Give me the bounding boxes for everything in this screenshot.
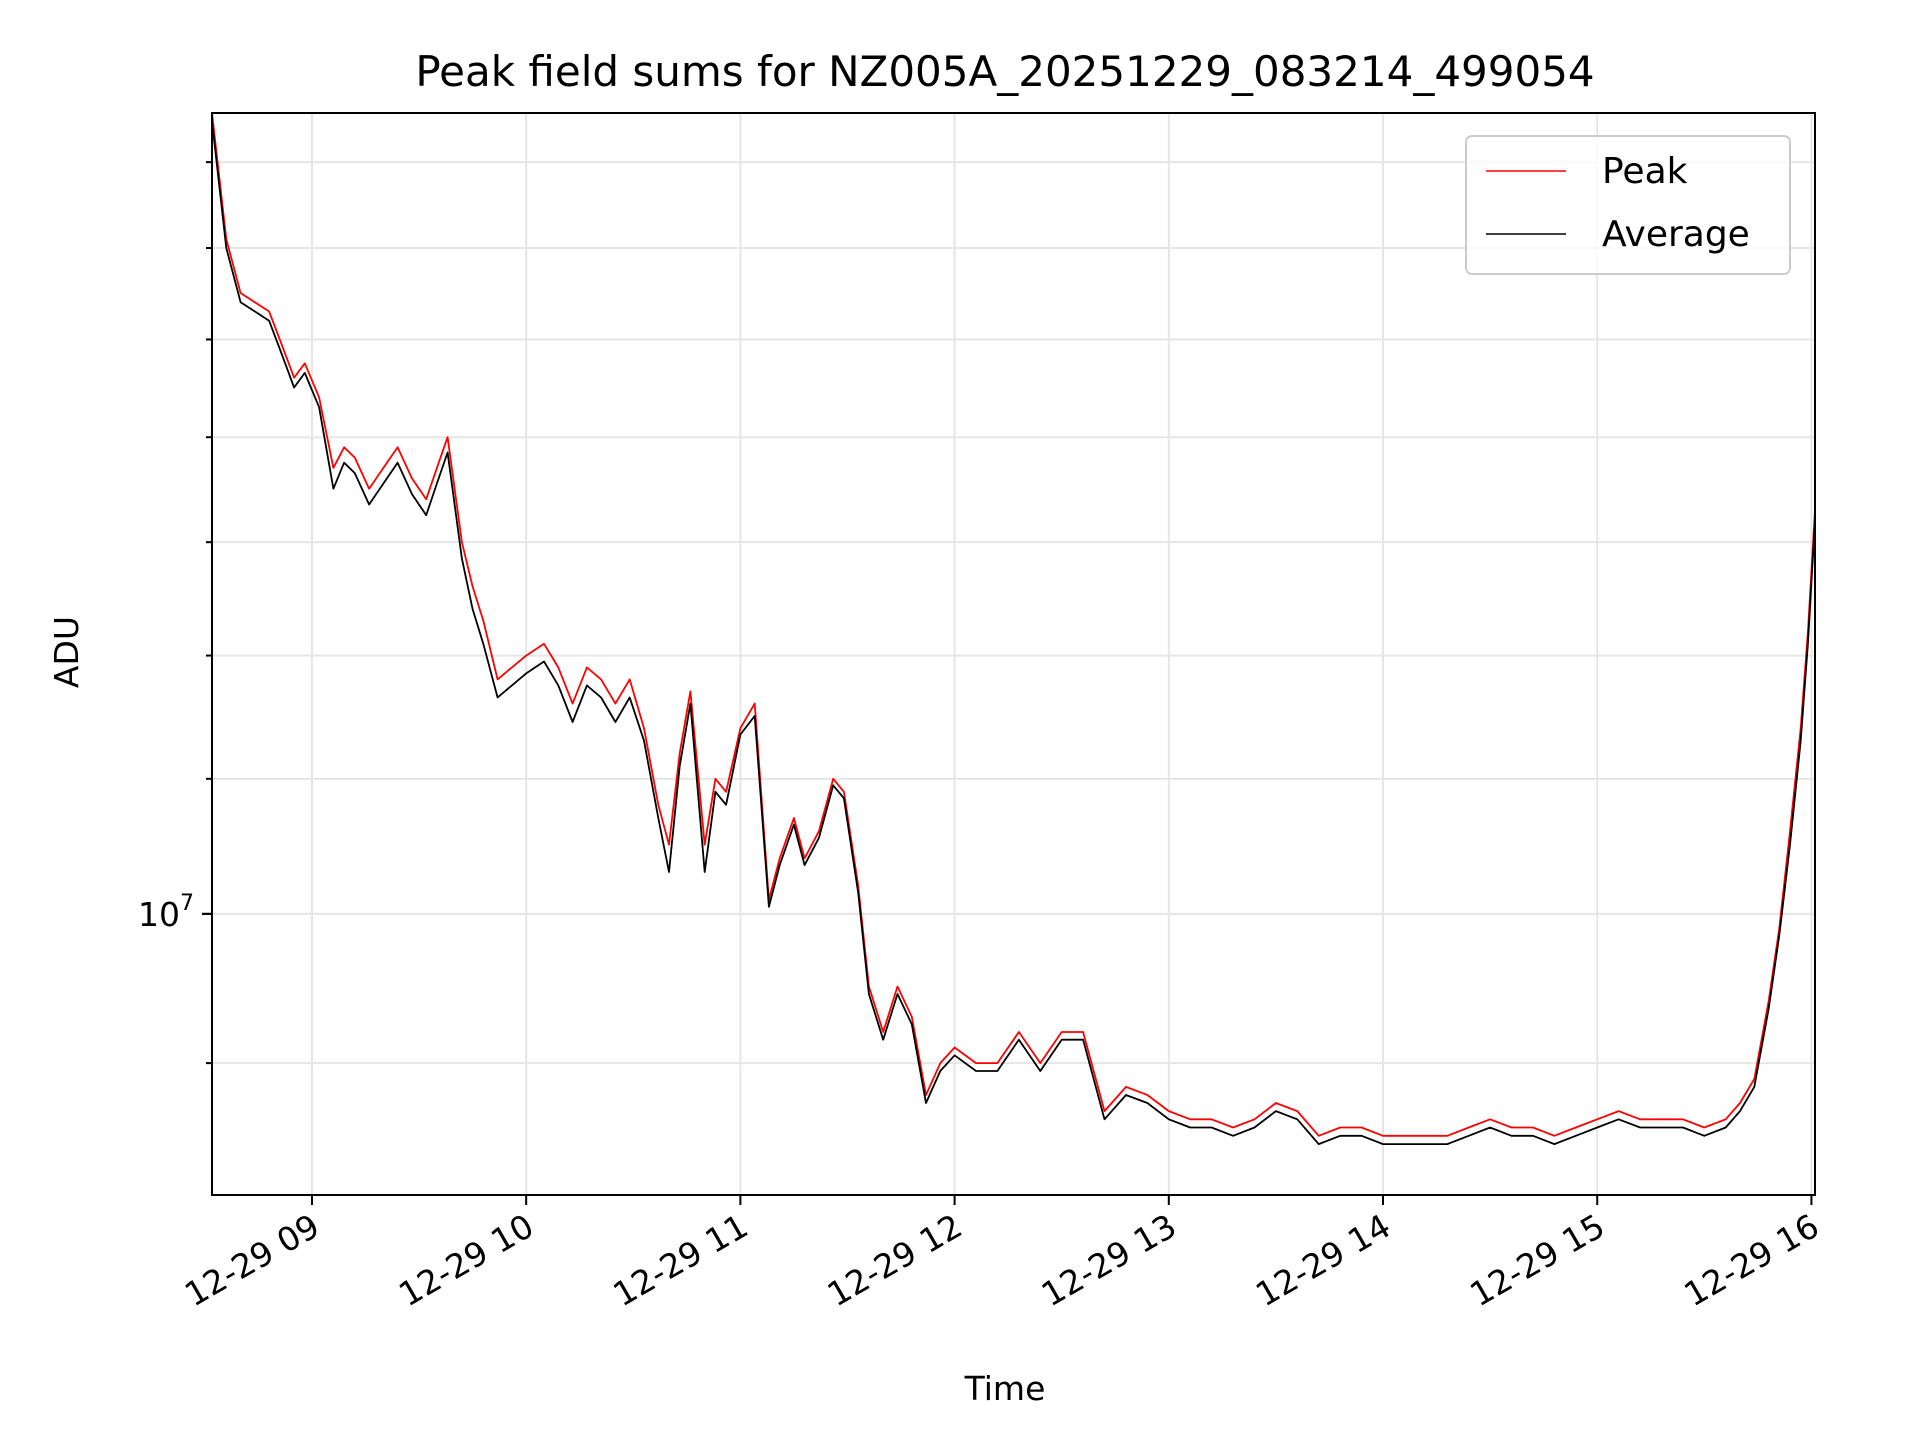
x-axis-title: Time <box>964 1369 1046 1408</box>
grid <box>212 113 1815 1195</box>
series-line-average <box>211 120 1816 1145</box>
legend: Peak Average <box>1465 135 1791 275</box>
y-ticks: 107 <box>138 161 212 1065</box>
legend-label-average: Average <box>1602 214 1750 255</box>
y-axis-title: ADU <box>47 616 86 688</box>
legend-label-peak: Peak <box>1602 151 1688 192</box>
plot-frame <box>211 112 1816 1196</box>
chart-title: Peak field sums for NZ005A_20251229_0832… <box>415 47 1594 96</box>
y-tick-label: 107 <box>138 891 194 934</box>
series-layer <box>211 112 1816 1145</box>
